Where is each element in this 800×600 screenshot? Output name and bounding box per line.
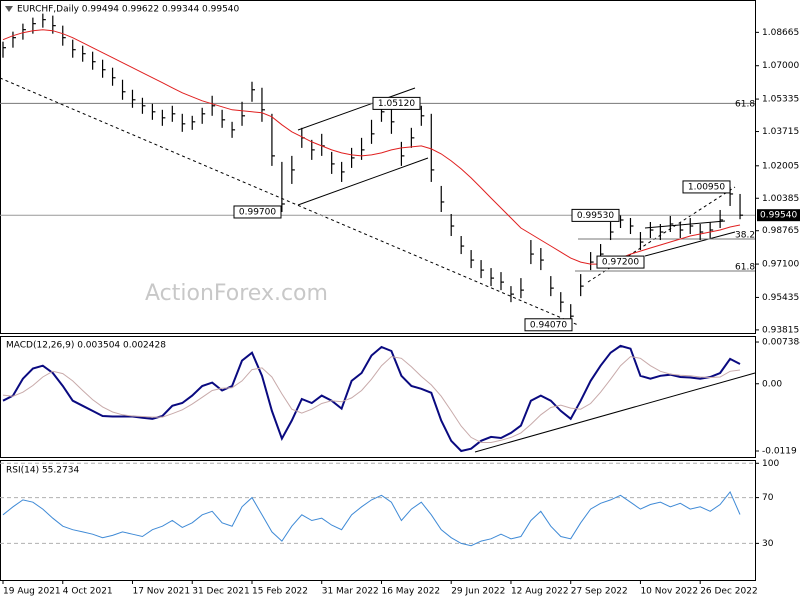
y-tick-label: -0.0119	[762, 447, 797, 457]
y-tick-label: 100	[762, 459, 779, 469]
x-tick-label: 19 Aug 2021	[3, 587, 61, 597]
y-tick-label: 1.00385	[762, 194, 799, 204]
level-label: 0.97200	[602, 258, 639, 268]
y-tick-label: 1.07000	[762, 61, 799, 71]
fib-label: 61.8	[735, 263, 755, 273]
macd-trend	[474, 372, 756, 453]
x-tick-label: 4 Oct 2021	[63, 587, 113, 597]
y-tick-label: 70	[762, 493, 774, 503]
panel-title: RSI(14) 55.2734	[6, 466, 79, 476]
y-tick-label: 1.08665	[762, 28, 799, 38]
level-box	[596, 255, 645, 269]
x-tick-label: 16 May 2022	[381, 587, 440, 597]
level-box	[571, 208, 620, 222]
dashed-trend	[0, 77, 579, 326]
y-tick-label: 1.05335	[762, 95, 799, 105]
rsi-panel	[0, 460, 756, 581]
y-tick-label: 0.97100	[762, 260, 799, 270]
level-box	[524, 318, 573, 332]
channel-line	[297, 87, 416, 131]
channel-line	[297, 157, 429, 206]
watermark: ActionForex.com	[145, 281, 328, 306]
indicator-line	[2, 490, 741, 547]
y-tick-label: 0.95435	[762, 293, 799, 303]
level-label: 0.94070	[530, 320, 567, 330]
level-label: 0.99700	[239, 207, 276, 217]
current-price-label: 0.99540	[760, 211, 797, 221]
y-tick-label: 0.98765	[762, 226, 799, 236]
x-tick-label: 10 Nov 2022	[640, 587, 698, 597]
x-tick-label: 31 Mar 2022	[322, 587, 379, 597]
trend-lines	[0, 77, 756, 453]
fib-label: 38.2	[735, 231, 755, 241]
y-tick-label: 0.007384	[762, 338, 800, 348]
current-price-box	[757, 209, 800, 222]
level-box	[682, 180, 731, 194]
triangle-line	[644, 231, 736, 257]
y-tick-label: 0.00	[762, 379, 782, 389]
x-tick-label: 29 Jun 2022	[451, 587, 505, 597]
level-box	[233, 205, 282, 219]
level-label: 1.00950	[688, 182, 725, 192]
price-panel	[0, 0, 756, 334]
fib-label: 61.8	[735, 100, 755, 110]
level-label: 0.99530	[577, 211, 614, 221]
y-tick-label: 0.93815	[762, 325, 799, 335]
dashed-trend	[587, 186, 736, 283]
indicator-line	[2, 356, 741, 443]
title-icon	[5, 6, 13, 12]
indicator-line	[2, 344, 741, 453]
macd-panel	[0, 336, 756, 458]
triangle-line	[644, 220, 726, 229]
panel-title: EURCHF,Daily 0.99494 0.99622 0.99344 0.9…	[17, 5, 240, 15]
x-tick-label: 26 Dec 2022	[700, 587, 758, 597]
x-tick-label: 12 Aug 2022	[511, 587, 569, 597]
y-tick-label: 1.03715	[762, 127, 799, 137]
level-box	[372, 96, 421, 110]
x-tick-label: 15 Feb 2022	[252, 587, 308, 597]
y-tick-label: 30	[762, 539, 774, 549]
x-tick-label: 31 Dec 2021	[192, 587, 250, 597]
level-label: 1.05120	[378, 99, 415, 109]
x-tick-label: 17 Nov 2021	[132, 587, 190, 597]
y-tick-label: 1.02005	[762, 161, 799, 171]
x-tick-label: 27 Sep 2022	[571, 587, 628, 597]
panel-title: MACD(12,26,9) 0.003504 0.002428	[6, 341, 166, 351]
